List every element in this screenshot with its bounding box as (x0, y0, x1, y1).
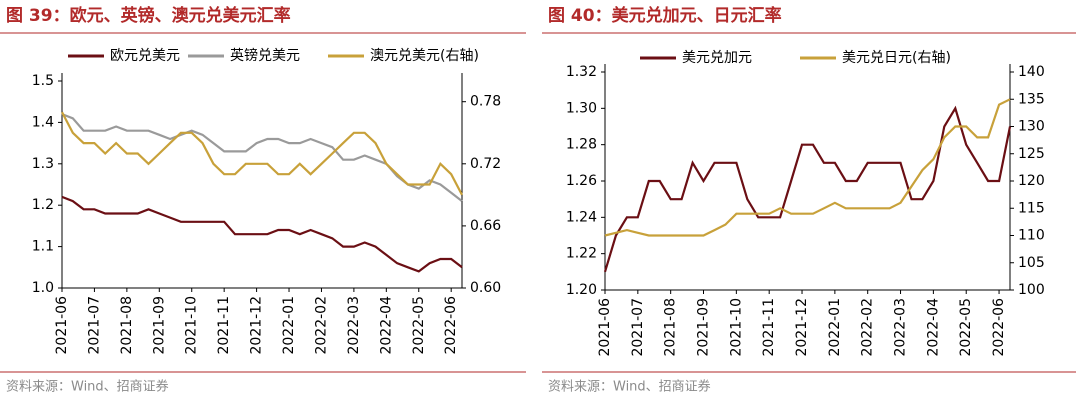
y2-tick-label: 0.66 (470, 218, 501, 234)
y-tick-label: 1.2 (32, 197, 54, 213)
y2-tick-label: 0.60 (470, 280, 501, 296)
x-tick-label: 2021-10 (184, 296, 200, 355)
x-tick-label: 2022-02 (860, 298, 876, 357)
y2-tick-label: 100 (1018, 282, 1045, 298)
x-tick-label: 2021-10 (728, 298, 744, 357)
y-tick-label: 1.28 (566, 137, 597, 153)
series-line (61, 113, 463, 202)
chart-title: 图 39：欧元、英镑、澳元兑美元汇率 (6, 5, 291, 26)
x-tick-label: 2022-02 (313, 296, 329, 355)
y2-tick-label: 0.72 (470, 156, 501, 172)
x-tick-label: 2022-05 (958, 298, 974, 357)
x-tick-label: 2022-01 (827, 298, 843, 357)
chart-title: 图 40：美元兑加元、日元汇率 (548, 5, 782, 26)
legend-label: 欧元兑美元 (110, 48, 180, 64)
y2-tick-label: 135 (1018, 91, 1045, 107)
x-tick-label: 2022-01 (281, 296, 297, 355)
chart: 图 40：美元兑加元、日元汇率 资料来源：Wind、招商证券 1.20 1.22 1… (542, 5, 1076, 395)
y-tick-label: 1.30 (566, 100, 597, 116)
y-tick-label: 1.26 (566, 173, 597, 189)
y2-tick-label: 130 (1018, 119, 1045, 135)
x-tick-label: 2021-11 (216, 296, 232, 355)
legend-label: 澳元兑美元(右轴) (370, 48, 479, 64)
y2-tick-label: 110 (1018, 228, 1045, 244)
y2-tick-label: 125 (1018, 146, 1045, 162)
x-tick-label: 2022-03 (893, 298, 909, 357)
y2-tick-label: 140 (1018, 64, 1045, 80)
chart: 图 39：欧元、英镑、澳元兑美元汇率 资料来源：Wind、招商证券 1.0 1.1… (0, 5, 526, 395)
y2-tick-label: 105 (1018, 255, 1045, 271)
y2-tick-label: 115 (1018, 200, 1045, 216)
x-tick-label: 2021-06 (597, 298, 613, 357)
x-tick-label: 2021-08 (663, 298, 679, 357)
x-tick-label: 2021-07 (86, 296, 102, 355)
series-line (61, 195, 463, 273)
y-tick-label: 1.1 (32, 239, 54, 255)
x-tick-label: 2022-04 (378, 296, 394, 355)
y-tick-label: 1.20 (566, 282, 597, 298)
y-tick-label: 1.5 (32, 73, 54, 89)
x-tick-label: 2021-12 (794, 298, 810, 357)
x-tick-label: 2022-06 (443, 296, 459, 355)
x-tick-label: 2021-09 (151, 296, 167, 355)
x-tick-label: 2022-04 (925, 298, 941, 357)
y-tick-label: 1.22 (566, 246, 597, 262)
x-tick-label: 2021-06 (54, 296, 70, 355)
x-tick-label: 2021-12 (249, 296, 265, 355)
series-line (603, 105, 1012, 273)
y-tick-label: 1.24 (566, 209, 597, 225)
legend-label: 英镑兑美元 (230, 47, 300, 64)
legend-label: 美元兑加元 (682, 50, 752, 66)
y-tick-label: 1.0 (32, 280, 54, 296)
source: 资料来源：Wind、招商证券 (548, 379, 711, 395)
y-tick-label: 1.4 (32, 114, 54, 130)
x-tick-label: 2022-06 (991, 298, 1007, 357)
legend-label: 美元兑日元(右轴) (842, 50, 951, 66)
x-tick-label: 2022-03 (346, 296, 362, 355)
x-tick-label: 2021-08 (119, 296, 135, 355)
x-tick-label: 2022-05 (411, 296, 427, 355)
x-tick-label: 2021-09 (696, 298, 712, 357)
source: 资料来源：Wind、招商证券 (6, 379, 169, 395)
y-tick-label: 1.32 (566, 64, 597, 80)
series-line (61, 111, 463, 196)
series-line (604, 98, 1011, 237)
y-tick-label: 1.3 (32, 156, 54, 172)
y2-tick-label: 0.78 (470, 94, 501, 110)
x-tick-label: 2021-07 (630, 298, 646, 357)
x-tick-label: 2021-11 (761, 298, 777, 357)
y2-tick-label: 120 (1018, 173, 1045, 189)
